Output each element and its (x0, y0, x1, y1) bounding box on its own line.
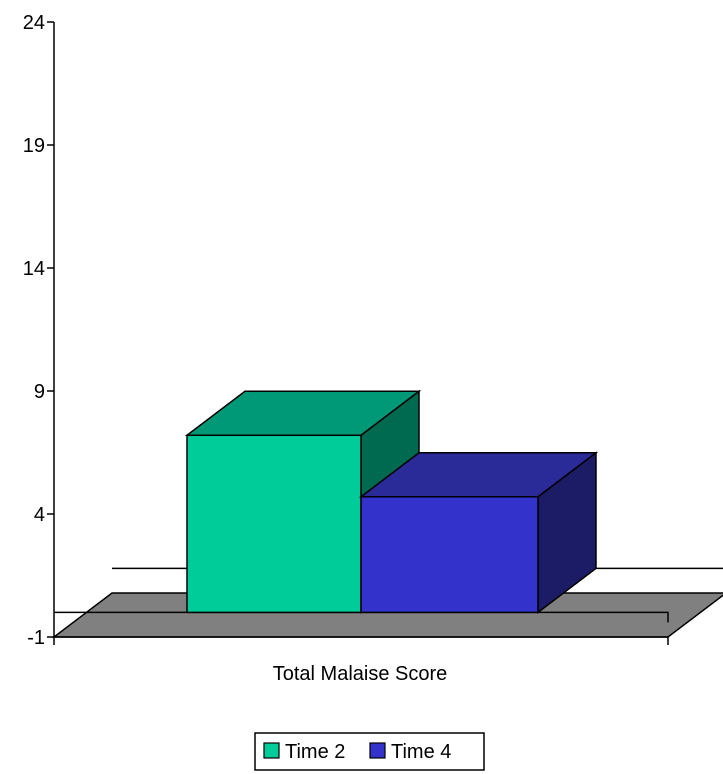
bar-time-2 (184, 389, 422, 614)
y-tick-label-0: -1 (27, 627, 45, 649)
y-tick-label-5: 24 (23, 12, 45, 34)
y-tick-label-1: 4 (34, 504, 45, 526)
y-tick-label-2: 9 (34, 381, 45, 403)
legend-label-time-4: Time 4 (391, 741, 451, 763)
legend-swatch-time-2 (263, 742, 280, 759)
legend: Time 2 Time 4 (254, 732, 485, 771)
bar-time-4 (358, 451, 599, 614)
bars (184, 389, 599, 614)
y-axis-ticks: -1 4 9 14 19 24 (23, 12, 54, 649)
legend-label-time-2: Time 2 (285, 741, 345, 763)
bar-front-time-2 (186, 434, 362, 614)
y-tick-label-3: 14 (23, 258, 45, 280)
bar-front-time-4 (360, 496, 539, 614)
legend-swatch-time-4 (369, 742, 386, 759)
y-tick-label-4: 19 (23, 135, 45, 157)
category-label: Total Malaise Score (273, 663, 448, 685)
